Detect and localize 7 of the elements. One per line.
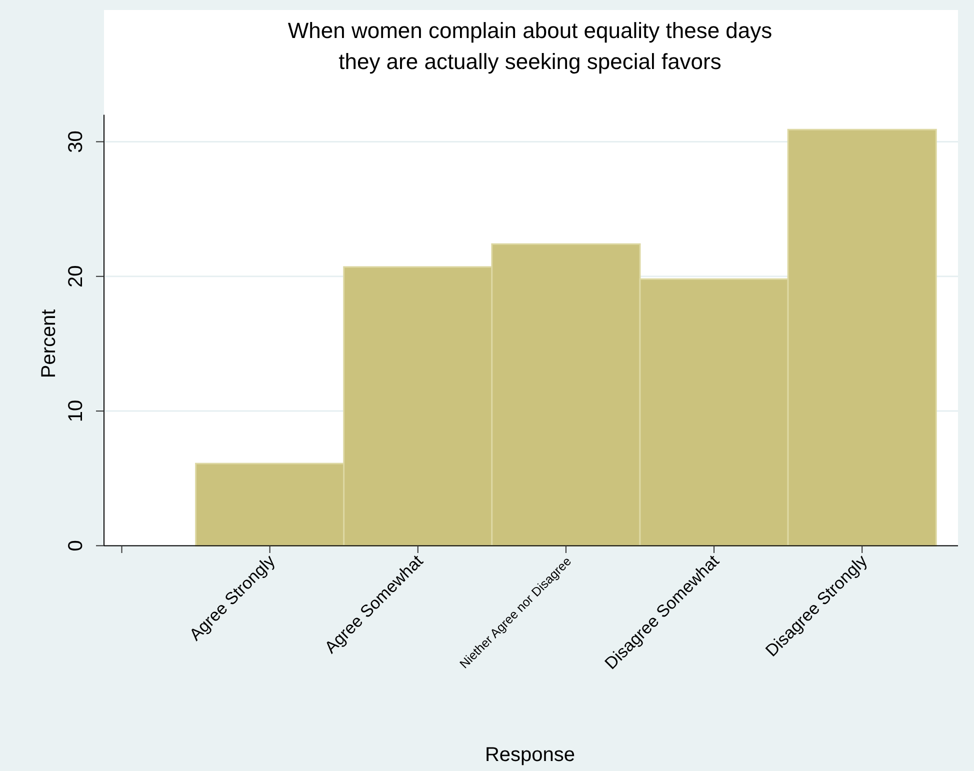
y-tick-label: 0	[65, 540, 87, 552]
x-axis-title: Response	[484, 744, 576, 766]
y-axis-title: Percent	[38, 308, 60, 378]
y-tick-label: 10	[65, 400, 87, 422]
y-tick-label: 20	[65, 265, 87, 288]
y-tick-label: 30	[65, 130, 87, 153]
chart-title: When women complain about equality these days they are actually seeking special favors	[288, 18, 772, 74]
